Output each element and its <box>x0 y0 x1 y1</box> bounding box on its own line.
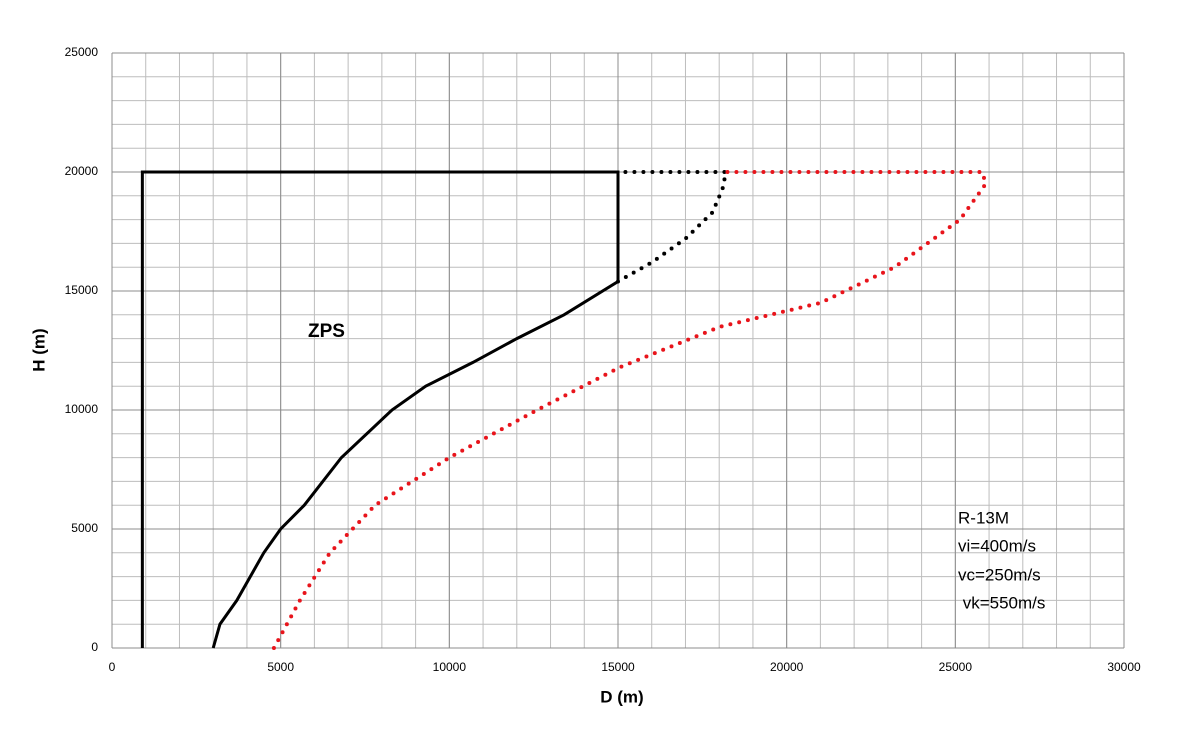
x-tick-label: 20000 <box>770 660 804 674</box>
x-axis-label: D (m) <box>600 687 643 706</box>
x-tick-label: 30000 <box>1107 660 1141 674</box>
x-tick-label: 0 <box>109 660 116 674</box>
x-tick-label: 25000 <box>939 660 973 674</box>
annotation: vc=250m/s <box>958 565 1041 584</box>
series-line <box>616 170 729 284</box>
y-tick-label: 15000 <box>65 283 99 297</box>
y-tick-label: 20000 <box>65 164 99 178</box>
y-tick-label: 5000 <box>71 521 98 535</box>
x-tick-label: 10000 <box>433 660 467 674</box>
series-line <box>140 170 620 649</box>
x-tick-label: 15000 <box>601 660 635 674</box>
x-tick-label: 5000 <box>267 660 294 674</box>
annotation: R-13M <box>958 508 1009 527</box>
y-tick-label: 25000 <box>65 45 99 59</box>
y-tick-label: 0 <box>91 640 98 654</box>
annotation: vk=550m/s <box>958 593 1045 612</box>
series-line <box>271 170 988 650</box>
y-tick-label: 10000 <box>65 402 99 416</box>
y-axis-label: H (m) <box>29 328 48 371</box>
annotation: vi=400m/s <box>958 536 1036 555</box>
annotation: ZPS <box>308 321 345 342</box>
